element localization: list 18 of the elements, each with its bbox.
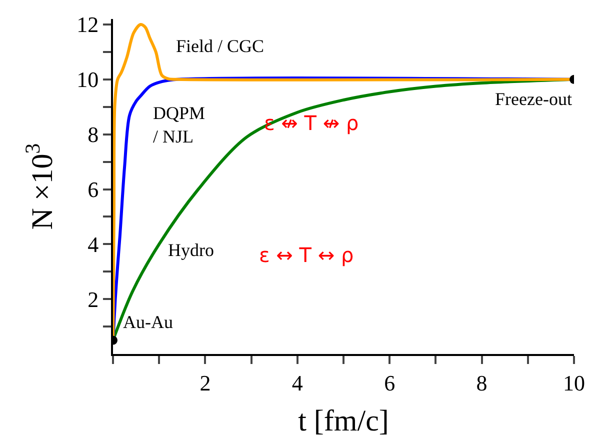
series-label: DQPM / NJL [153, 103, 206, 146]
x-tick-label: 8 [476, 370, 488, 396]
x-tick-label: 6 [384, 370, 396, 396]
y-tick-label: 10 [76, 67, 99, 92]
series-label: Hydro [168, 240, 214, 260]
y-tick-label: 12 [76, 12, 99, 38]
y-tick-label: 2 [88, 286, 99, 312]
x-tick-label: 2 [200, 370, 211, 396]
series-label: Field / CGC [176, 36, 264, 56]
annotation: ε ↔ T ↔ ρ [259, 243, 354, 267]
x-tick-label: 10 [563, 370, 585, 396]
y-tick-label: 8 [88, 122, 99, 148]
y-tick-label: 6 [88, 176, 99, 202]
x-axis-title: t [fm/c] [298, 404, 389, 438]
annotation: Au-Au [123, 312, 173, 332]
x-tick-label: 4 [292, 370, 303, 396]
y-tick-label: 4 [88, 232, 99, 257]
annotation: Freeze-out [495, 89, 572, 109]
